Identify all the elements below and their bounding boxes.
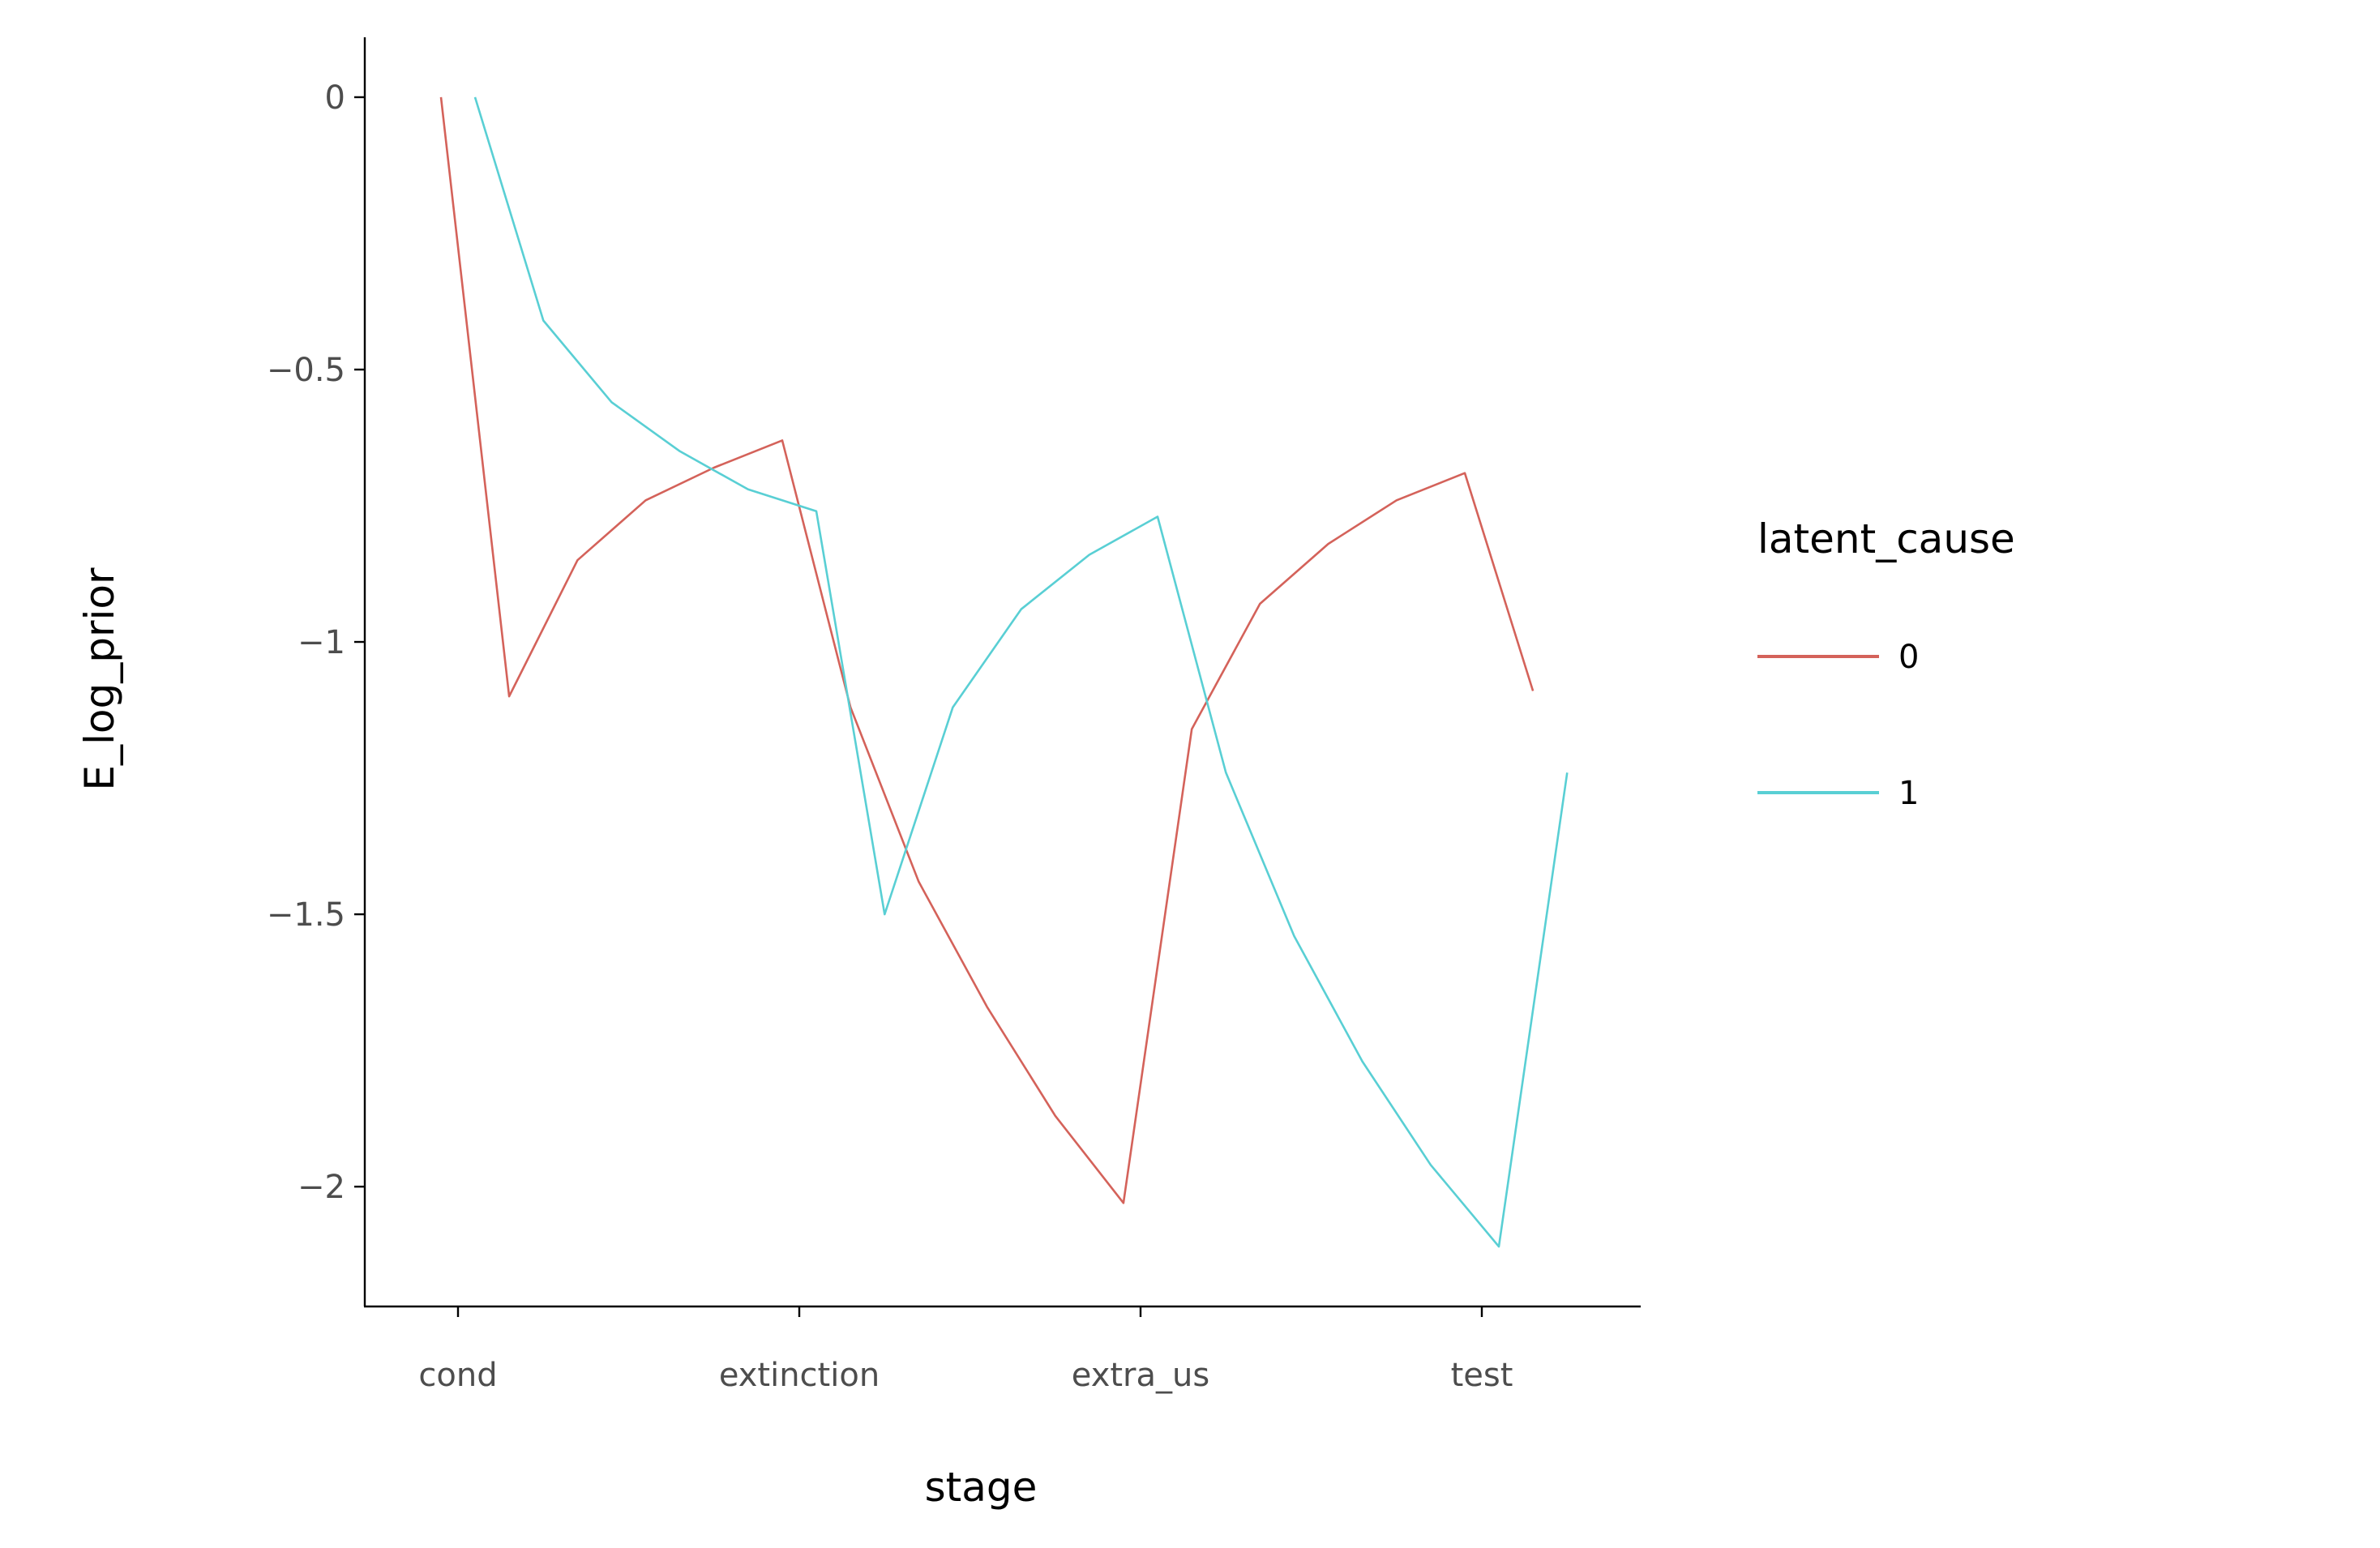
y-ticks: 0 −0.5 −1 −1.5 −2 [267, 79, 365, 1206]
x-tick-label: cond [418, 1357, 497, 1394]
legend-label-1: 1 [1898, 775, 1919, 812]
x-tick-label: test [1451, 1357, 1513, 1394]
plot-lines [439, 96, 1569, 1248]
legend: latent_cause 01 [1757, 515, 2015, 812]
x-axis-title: stage [925, 1464, 1038, 1511]
legend-items: 01 [1757, 639, 1919, 812]
y-tick-label: −0.5 [267, 352, 345, 389]
series-line-0 [439, 96, 1535, 1204]
legend-title: latent_cause [1757, 515, 2015, 562]
series-line-1 [473, 96, 1569, 1248]
x-tick-label: extra_us [1072, 1357, 1209, 1394]
legend-label-0: 0 [1898, 639, 1919, 676]
y-tick-label: −2 [298, 1169, 345, 1206]
y-tick-label: −1.5 [267, 896, 345, 934]
y-axis-title: E_log_prior [76, 567, 123, 791]
y-tick-label: −1 [298, 624, 345, 661]
axes [363, 37, 1641, 1308]
y-tick-label: 0 [325, 79, 345, 117]
x-tick-label: extinction [719, 1357, 880, 1394]
x-ticks: cond extinction extra_us test [418, 1306, 1513, 1394]
